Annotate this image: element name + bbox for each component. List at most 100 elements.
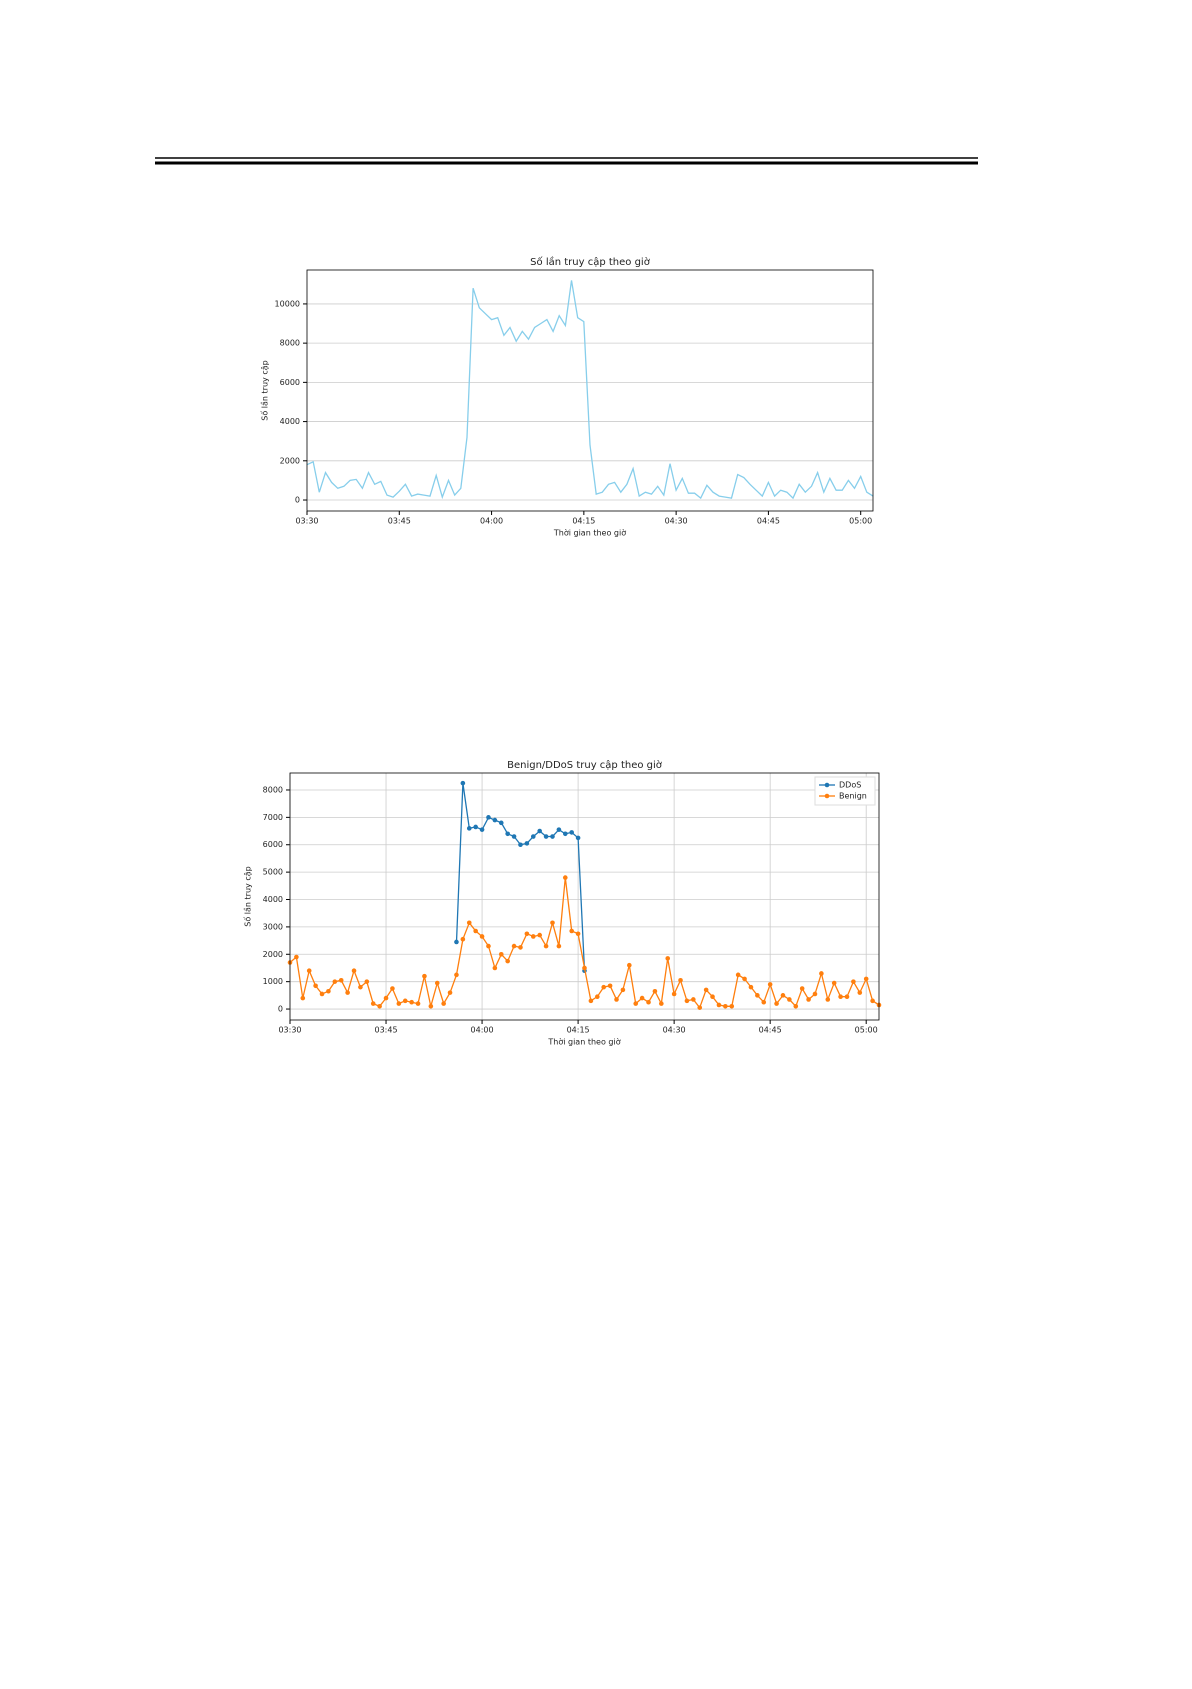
data-point [819, 971, 824, 976]
y-tick-label: 5000 [263, 868, 283, 877]
data-point [607, 983, 613, 989]
data-point [319, 991, 325, 997]
data-point [326, 988, 331, 994]
data-point [518, 945, 523, 950]
legend-label: DDoS [839, 781, 861, 790]
data-point [735, 972, 741, 978]
data-point [831, 980, 837, 986]
data-point [799, 986, 805, 991]
data-point [562, 831, 568, 837]
data-point [851, 979, 856, 984]
data-point [479, 934, 485, 939]
y-tick-label: 6000 [263, 840, 283, 849]
y-tick-label: 6000 [280, 378, 300, 387]
legend-label: Benign [839, 792, 867, 801]
data-point [550, 920, 555, 926]
data-point [556, 943, 562, 949]
data-point [402, 998, 408, 1004]
data-line [306, 280, 874, 500]
x-axis-label: Thời gian theo giờ [553, 528, 626, 538]
data-point [486, 815, 491, 820]
data-point [857, 990, 863, 995]
data-point [748, 984, 754, 990]
data-point [767, 982, 773, 987]
data-point [479, 827, 485, 832]
data-point [415, 1001, 421, 1006]
data-point [710, 994, 715, 1000]
y-tick-label: 7000 [263, 813, 283, 822]
data-point [390, 986, 395, 991]
x-tick-label: 03:30 [295, 517, 318, 526]
data-point [460, 936, 466, 942]
legend-swatch [824, 793, 830, 799]
y-tick-label: 2000 [280, 456, 300, 465]
data-point [377, 1004, 382, 1009]
y-tick-label: 8000 [280, 339, 300, 348]
y-tick-label: 4000 [280, 417, 300, 426]
y-tick-label: 8000 [263, 785, 283, 794]
x-tick-label: 05:00 [849, 517, 872, 526]
y-tick-label: 10000 [275, 299, 300, 308]
data-point [306, 968, 312, 974]
x-tick-label: 03:45 [388, 517, 411, 526]
data-point [447, 990, 453, 995]
x-tick-label: 04:45 [757, 517, 780, 526]
data-point [441, 1001, 446, 1006]
data-point [300, 995, 306, 1001]
legend-swatch [824, 782, 830, 788]
data-point [582, 965, 587, 971]
data-point [511, 834, 517, 839]
data-point [332, 979, 338, 984]
data-point [409, 999, 414, 1005]
data-point [434, 980, 440, 986]
chart-title: Số lần truy cập theo giờ [530, 256, 651, 268]
data-point [550, 834, 555, 839]
data-point [351, 968, 357, 974]
data-point [614, 997, 619, 1002]
data-point [498, 820, 504, 826]
data-point [569, 830, 574, 835]
data-point [870, 998, 875, 1004]
data-point [588, 998, 594, 1004]
data-point [575, 835, 581, 841]
data-point [543, 834, 549, 839]
y-tick-label: 3000 [263, 922, 283, 931]
data-point [671, 991, 677, 997]
x-tick-label: 04:45 [759, 1026, 782, 1035]
y-tick-label: 1000 [263, 977, 283, 986]
y-axis-label: Số lần truy cập [260, 360, 271, 420]
y-tick-label: 0 [278, 1005, 283, 1014]
data-point [697, 1005, 703, 1010]
data-point [838, 994, 843, 1000]
data-point [422, 973, 427, 979]
data-point [498, 951, 504, 957]
data-point [665, 956, 671, 961]
data-point [761, 999, 767, 1005]
data-point [543, 943, 549, 949]
data-point [345, 990, 350, 995]
data-point [646, 999, 651, 1005]
data-point [511, 943, 517, 949]
data-point [742, 976, 747, 982]
data-point [659, 1001, 664, 1006]
data-point [537, 932, 542, 938]
x-tick-label: 04:00 [471, 1026, 494, 1035]
data-point [338, 977, 344, 983]
data-point [556, 827, 562, 832]
x-tick-label: 03:30 [278, 1026, 301, 1035]
x-tick-label: 04:30 [665, 517, 688, 526]
data-point [780, 993, 786, 998]
data-point [505, 958, 510, 964]
data-point [473, 928, 478, 934]
data-point [812, 991, 818, 997]
chart-title: Benign/DDoS truy cập theo giờ [507, 759, 663, 771]
x-tick-label: 04:15 [567, 1026, 590, 1035]
data-point [703, 987, 709, 993]
data-point [492, 965, 498, 971]
legend-box [814, 776, 876, 806]
data-point [313, 983, 318, 989]
data-point [787, 997, 792, 1002]
data-point [524, 931, 530, 937]
data-point [492, 817, 498, 823]
